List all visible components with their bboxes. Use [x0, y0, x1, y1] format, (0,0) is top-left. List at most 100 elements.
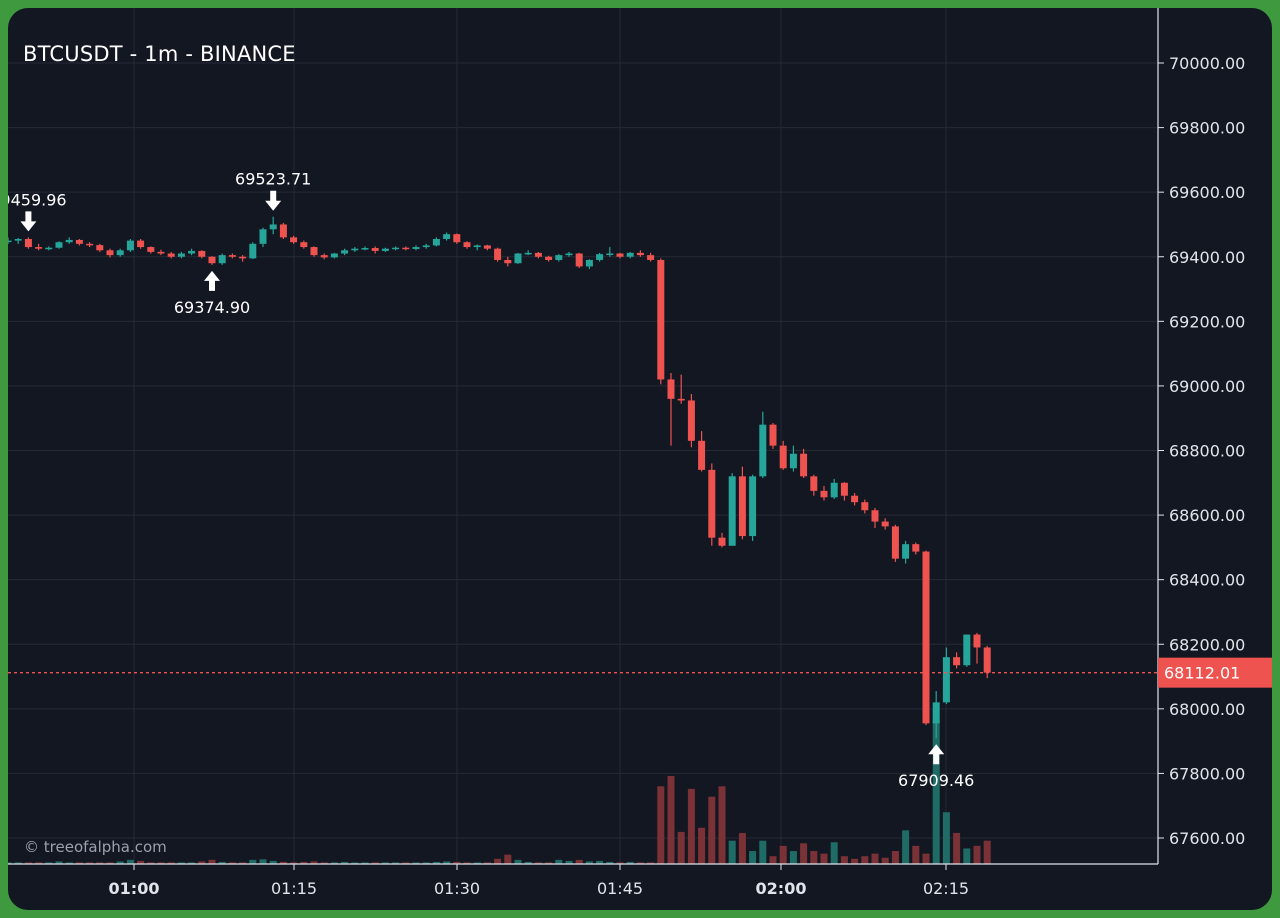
candle-body [922, 551, 930, 724]
candle-body [147, 247, 155, 252]
candle [687, 393, 695, 448]
candle [555, 254, 563, 262]
candle [55, 241, 63, 249]
candle-body [565, 253, 573, 256]
candle [65, 237, 73, 244]
candle-body [596, 254, 604, 260]
volume-bar [35, 862, 43, 864]
candle [759, 411, 767, 478]
candle-body [902, 544, 910, 559]
volume-bar [881, 857, 889, 864]
volume-bar [636, 862, 644, 864]
volume-bar [24, 862, 32, 864]
volume-bar [800, 843, 808, 864]
candle-body [585, 259, 593, 267]
price-tick-label: 68200.00 [1169, 635, 1245, 654]
volume-bar [279, 861, 287, 864]
candle-body [371, 248, 379, 251]
volume-bar [647, 862, 655, 864]
candle-body [789, 453, 797, 469]
volume-bar [596, 860, 604, 864]
candle-body [157, 251, 165, 254]
high-annotation: 69459.96 [8, 190, 67, 232]
candle-body [473, 245, 481, 248]
candle [800, 448, 808, 478]
candle-body [942, 657, 950, 703]
candle-body [239, 256, 247, 259]
candle-body [616, 253, 624, 257]
candle-body [932, 702, 940, 724]
candle [14, 238, 22, 244]
volume-bar [167, 862, 175, 864]
candle [218, 253, 226, 265]
low-annotation: 69374.90 [174, 270, 250, 317]
volume-bar [188, 862, 196, 864]
candle-body [330, 253, 338, 258]
candle [96, 243, 104, 252]
candle [249, 242, 257, 260]
candle [290, 235, 298, 244]
candle-body [177, 253, 185, 257]
volume-bar [290, 862, 298, 864]
candle [177, 251, 185, 259]
volume-bar [443, 861, 451, 864]
time-tick-label: 01:45 [597, 879, 643, 898]
volume-bar [575, 859, 583, 864]
candle-body [8, 240, 12, 243]
annotation-label: 69523.71 [235, 170, 311, 189]
volume-bar [116, 861, 124, 864]
volume-bar [963, 848, 971, 864]
price-tick-label: 69400.00 [1169, 248, 1245, 267]
candle-body [86, 243, 94, 246]
candle [616, 252, 624, 259]
candlestick-chart[interactable]: 70000.00 69800.00 69600.00 69400.00 69200.00… [8, 8, 1272, 910]
candle-body [912, 544, 920, 552]
candle-body [188, 250, 196, 254]
candle [361, 246, 369, 251]
candle [351, 247, 359, 252]
candle-body [55, 242, 63, 248]
candle-body [463, 242, 471, 248]
candle-body [534, 252, 542, 257]
candle [830, 478, 838, 499]
candle-body [983, 647, 991, 673]
volume-bar [738, 832, 746, 864]
candle-body [728, 476, 736, 546]
candle-body [636, 252, 644, 256]
candle [8, 237, 12, 244]
candle [953, 652, 961, 669]
candle-body [259, 229, 267, 244]
candle-body [820, 490, 828, 498]
candle [116, 248, 124, 257]
candle [330, 252, 338, 259]
candle [963, 634, 971, 667]
candle [606, 247, 614, 257]
candle-body [35, 247, 43, 249]
volume-bar [330, 862, 338, 864]
candle [636, 250, 644, 257]
price-tick-label: 70000.00 [1169, 54, 1245, 73]
volume-bar [432, 861, 440, 864]
candle-body [667, 379, 675, 399]
candle [698, 431, 706, 472]
volume-bar [718, 786, 726, 864]
candle [147, 246, 155, 254]
candle [942, 647, 950, 704]
candle [881, 518, 889, 530]
candle-body [65, 239, 73, 243]
volume-bar [840, 856, 848, 864]
candle-body [453, 234, 461, 243]
volume-bar [402, 862, 410, 864]
volume-bar [789, 851, 797, 864]
candle [647, 252, 655, 262]
time-tick-label: 01:30 [434, 879, 480, 898]
arrow-down-icon [20, 211, 37, 232]
candle-body [718, 537, 726, 546]
candle-body [269, 224, 277, 230]
candle [871, 507, 879, 528]
candle [259, 227, 267, 248]
candle [402, 246, 410, 251]
candle-body [432, 238, 440, 246]
candle-body [677, 398, 685, 401]
current-price-tag [1158, 657, 1272, 688]
